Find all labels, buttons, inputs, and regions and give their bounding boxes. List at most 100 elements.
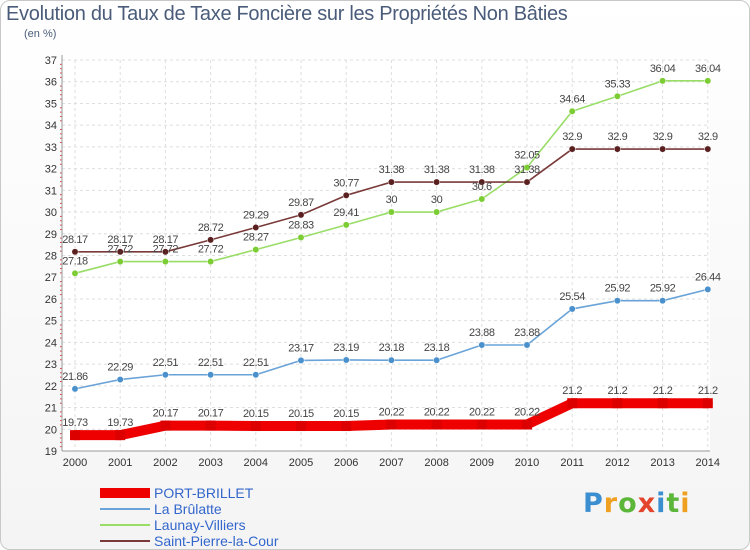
data-label: 23.17 [288,342,314,354]
y-tick-label: 30 [45,207,57,219]
data-label: 25.92 [650,283,676,295]
data-label: 20.15 [288,408,314,420]
data-point [342,221,350,229]
data-point [71,385,79,393]
data-point [297,211,305,219]
data-label: 20.15 [243,408,269,420]
data-label: 20.22 [424,406,450,418]
legend-label: PORT-BRILLET [154,485,254,501]
y-tick-label: 34 [45,120,57,132]
data-label: 27.72 [198,244,224,256]
data-point [568,145,576,153]
data-label: 20.22 [514,406,540,418]
data-label: 32.05 [514,150,540,162]
data-point [522,419,532,430]
data-point [252,371,260,379]
unit-label: (en %) [24,28,57,40]
data-label: 21.2 [653,385,673,397]
data-label: 19.73 [107,417,133,429]
data-point [523,341,531,349]
data-point [659,145,667,153]
data-label: 32.9 [562,131,582,143]
x-tick-label: 2006 [334,457,358,469]
data-point [116,258,124,266]
y-tick-label: 27 [45,272,57,284]
data-label: 22.51 [243,357,269,369]
data-label: 36.04 [695,63,721,75]
data-point [704,77,712,85]
data-label: 32.9 [698,131,718,143]
legend-label: Launay-Villiers [154,517,246,533]
data-point [523,164,531,171]
y-tick-label: 28 [45,251,57,263]
data-point [431,419,442,430]
x-tick-label: 2013 [650,457,674,469]
y-tick-label: 36 [45,77,57,89]
data-label: 23.18 [379,342,405,354]
data-point [613,92,621,100]
data-label: 31.38 [469,164,495,176]
data-point [567,398,578,409]
data-label: 32.9 [653,131,673,143]
data-label: 25.54 [559,291,585,303]
data-label: 32.9 [607,131,627,143]
x-tick-label: 2008 [424,457,448,469]
x-tick-label: 2010 [515,457,539,469]
legend-swatch [100,508,150,510]
data-label: 28.83 [288,219,314,231]
data-label: 27.18 [62,255,88,267]
data-label: 28.27 [243,232,269,244]
data-point [659,297,667,305]
data-label: 20.22 [469,406,495,418]
y-tick-label: 31 [45,185,57,197]
data-point [115,430,126,441]
data-label: 20.17 [153,408,179,420]
data-label: 36.04 [650,63,676,75]
data-point [297,356,305,364]
data-label: 31.38 [424,164,450,176]
data-point [205,420,216,431]
x-tick-label: 2002 [153,457,177,469]
y-tick-label: 21 [45,403,57,415]
x-tick-label: 2012 [605,457,629,469]
data-label: 20.15 [333,408,359,420]
y-tick-label: 24 [45,337,57,349]
data-point [613,145,621,153]
data-label: 23.88 [514,327,540,339]
data-point [71,269,79,277]
x-tick-label: 2009 [470,457,494,469]
data-point [161,258,169,266]
data-label: 28.17 [153,234,179,246]
legend: PORT-BRILLET La Brûlatte Launay-Villiers Sa… [100,485,278,549]
data-point [116,248,124,256]
data-point [116,376,124,383]
y-tick-label: 22 [45,381,57,393]
data-point [612,398,623,409]
data-label: 25.92 [605,283,631,295]
y-tick-label: 32 [45,164,57,176]
data-point [523,178,531,186]
data-point [478,178,486,186]
data-point [71,248,79,256]
data-point [478,195,486,203]
data-point [433,178,441,186]
legend-label: Saint-Pierre-la-Cour [154,533,279,549]
data-label: 30 [431,194,443,206]
data-point [207,258,215,266]
data-point [568,305,576,313]
data-label: 21.2 [607,385,627,397]
chart-title: Evolution du Taux de Taxe Foncière sur l… [6,3,568,25]
proxiti-logo: Proxiti [583,488,691,519]
legend-item: PORT-BRILLET [100,485,278,501]
data-label: 35.33 [605,78,631,90]
data-point [252,246,260,254]
data-point [296,421,306,432]
x-tick-label: 2003 [198,457,222,469]
data-point [160,420,171,431]
legend-item: La Brûlatte [100,501,278,517]
data-point [207,371,215,379]
data-label: 30.6 [472,181,492,193]
data-point [476,419,487,430]
data-point [161,248,169,256]
